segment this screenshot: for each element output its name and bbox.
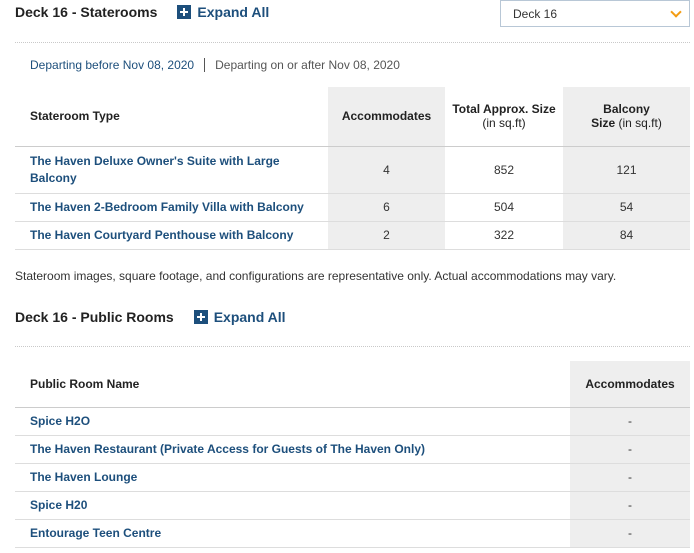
staterooms-expand-all-button[interactable]: Expand All	[177, 4, 269, 20]
public-room-name-cell: Entourage Teen Centre	[15, 519, 570, 548]
accommodates-cell: -	[570, 491, 690, 520]
table-row: Spice H2O -	[15, 407, 690, 436]
column-header-public-room-name: Public Room Name	[15, 361, 570, 408]
stateroom-name-line1: The Haven Deluxe Owner's Suite with Larg…	[30, 153, 280, 168]
column-header-stateroom-type: Stateroom Type	[15, 87, 328, 147]
size-header-line1: Total Approx. Size	[452, 102, 556, 117]
column-header-balcony-size: Balcony Size (in sq.ft)	[563, 87, 690, 147]
table-header-row: Stateroom Type Accommodates Total Approx…	[15, 87, 690, 147]
public-room-link[interactable]: The Haven Lounge	[30, 470, 138, 484]
deck-select-value: Deck 16	[513, 7, 558, 21]
column-header-accommodates: Accommodates	[570, 361, 690, 408]
staterooms-header: Deck 16 - Staterooms Expand All	[15, 4, 269, 20]
balcony-header-size: Size	[591, 116, 616, 131]
expand-all-label: Expand All	[197, 4, 270, 20]
accommodates-cell: 2	[328, 221, 445, 250]
size-cell: 504	[445, 193, 563, 222]
public-rooms-table: Public Room Name Accommodates Spice H2O …	[15, 361, 690, 548]
chevron-down-icon	[670, 6, 682, 18]
stateroom-name-line2: Balcony	[30, 170, 77, 185]
table-row: The Haven Courtyard Penthouse with Balco…	[15, 221, 690, 250]
divider	[15, 346, 690, 347]
table-row: The Haven Deluxe Owner's Suite with Larg…	[15, 146, 690, 194]
balcony-header-line1: Balcony	[603, 102, 650, 117]
tab-departing-after[interactable]: Departing on or after Nov 08, 2020	[215, 58, 400, 72]
column-header-accommodates: Accommodates	[328, 87, 445, 147]
accommodates-cell: 6	[328, 193, 445, 222]
balcony-header-unit: (in sq.ft)	[615, 116, 662, 131]
stateroom-link[interactable]: The Haven Courtyard Penthouse with Balco…	[30, 228, 294, 242]
table-header-row: Public Room Name Accommodates	[15, 361, 690, 408]
public-rooms-header: Deck 16 - Public Rooms Expand All	[15, 309, 286, 325]
tab-departing-before[interactable]: Departing before Nov 08, 2020	[30, 58, 195, 72]
accommodates-cell: -	[570, 463, 690, 492]
accommodates-cell: -	[570, 407, 690, 436]
divider	[15, 42, 690, 43]
balcony-cell: 84	[563, 221, 690, 250]
balcony-cell: 121	[563, 146, 690, 194]
accommodates-cell: -	[570, 519, 690, 548]
accommodates-cell: 4	[328, 146, 445, 194]
public-room-name-cell: Spice H2O	[15, 407, 570, 436]
public-room-name-cell: The Haven Lounge	[15, 463, 570, 492]
table-row: The Haven Lounge -	[15, 463, 690, 492]
deck-select[interactable]: Deck 16	[500, 0, 690, 27]
public-room-link[interactable]: Spice H2O	[30, 414, 91, 428]
stateroom-name-cell: The Haven Deluxe Owner's Suite with Larg…	[15, 146, 328, 194]
table-row: Spice H20 -	[15, 491, 690, 520]
public-room-link[interactable]: Entourage Teen Centre	[30, 526, 162, 540]
stateroom-link[interactable]: The Haven 2-Bedroom Family Villa with Ba…	[30, 200, 304, 214]
stateroom-link[interactable]: The Haven Deluxe Owner's Suite with Larg…	[30, 153, 328, 187]
stateroom-name-cell: The Haven 2-Bedroom Family Villa with Ba…	[15, 193, 328, 222]
stateroom-name-cell: The Haven Courtyard Penthouse with Balco…	[15, 221, 328, 250]
public-room-link[interactable]: The Haven Restaurant (Private Access for…	[30, 442, 426, 456]
departure-tabs: Departing before Nov 08, 2020 Departing …	[30, 58, 400, 72]
column-header-total-size: Total Approx. Size (in sq.ft)	[445, 87, 563, 147]
public-room-name-cell: Spice H20	[15, 491, 570, 520]
plus-square-icon	[193, 310, 208, 324]
plus-square-icon	[177, 5, 192, 19]
expand-all-label: Expand All	[213, 309, 286, 325]
table-row: The Haven 2-Bedroom Family Villa with Ba…	[15, 193, 690, 222]
table-row: The Haven Restaurant (Private Access for…	[15, 435, 690, 464]
staterooms-table: Stateroom Type Accommodates Total Approx…	[15, 87, 690, 250]
size-header-line2: (in sq.ft)	[482, 116, 526, 131]
public-rooms-expand-all-button[interactable]: Expand All	[193, 309, 286, 325]
accommodates-cell: -	[570, 435, 690, 464]
public-room-name-cell: The Haven Restaurant (Private Access for…	[15, 435, 570, 464]
public-room-link[interactable]: Spice H20	[30, 498, 88, 512]
balcony-cell: 54	[563, 193, 690, 222]
disclaimer-note: Stateroom images, square footage, and co…	[15, 269, 617, 283]
public-rooms-title: Deck 16 - Public Rooms	[15, 309, 174, 325]
size-cell: 852	[445, 146, 563, 194]
size-cell: 322	[445, 221, 563, 250]
table-row: Entourage Teen Centre -	[15, 519, 690, 548]
staterooms-title: Deck 16 - Staterooms	[15, 4, 158, 20]
tab-separator	[204, 58, 206, 72]
